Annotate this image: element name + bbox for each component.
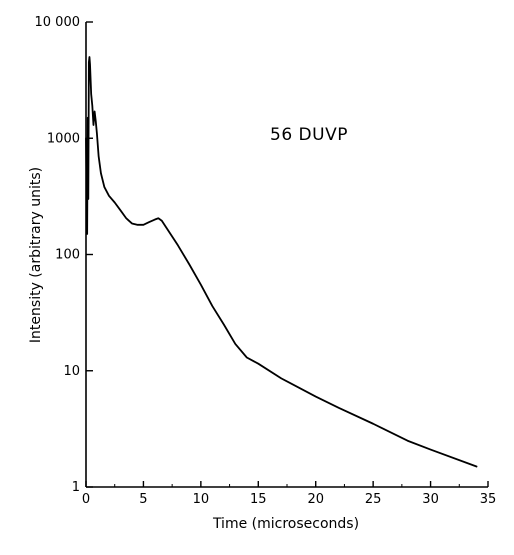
series-line-decay-curve <box>85 56 478 468</box>
y-tick-label: 100 <box>55 248 80 263</box>
y-ticks: 1 10 100 1000 10 000 <box>35 15 93 495</box>
axes <box>85 22 488 488</box>
y-tick-label: 1 <box>72 480 80 495</box>
x-tick-label: 20 <box>307 492 324 507</box>
y-tick-label: 1000 <box>47 131 80 146</box>
x-tick-label: 15 <box>250 492 267 507</box>
x-tick-label: 35 <box>480 492 497 507</box>
x-tick-label: 25 <box>365 492 382 507</box>
x-ticks: 0 5 10 15 20 25 30 35 <box>82 481 496 507</box>
x-axis-title: Time (microseconds) <box>212 516 359 532</box>
x-tick-label: 30 <box>422 492 439 507</box>
y-tick-label: 10 000 <box>35 15 81 30</box>
y-axis-title: Intensity (arbitrary units) <box>28 167 44 343</box>
x-tick-label: 10 <box>193 492 210 507</box>
series-layer <box>85 56 478 468</box>
x-tick-label: 5 <box>139 492 147 507</box>
x-tick-label: 0 <box>82 492 90 507</box>
y-tick-label: 10 <box>63 364 80 379</box>
chart-annotation: 56 DUVP <box>270 125 348 145</box>
